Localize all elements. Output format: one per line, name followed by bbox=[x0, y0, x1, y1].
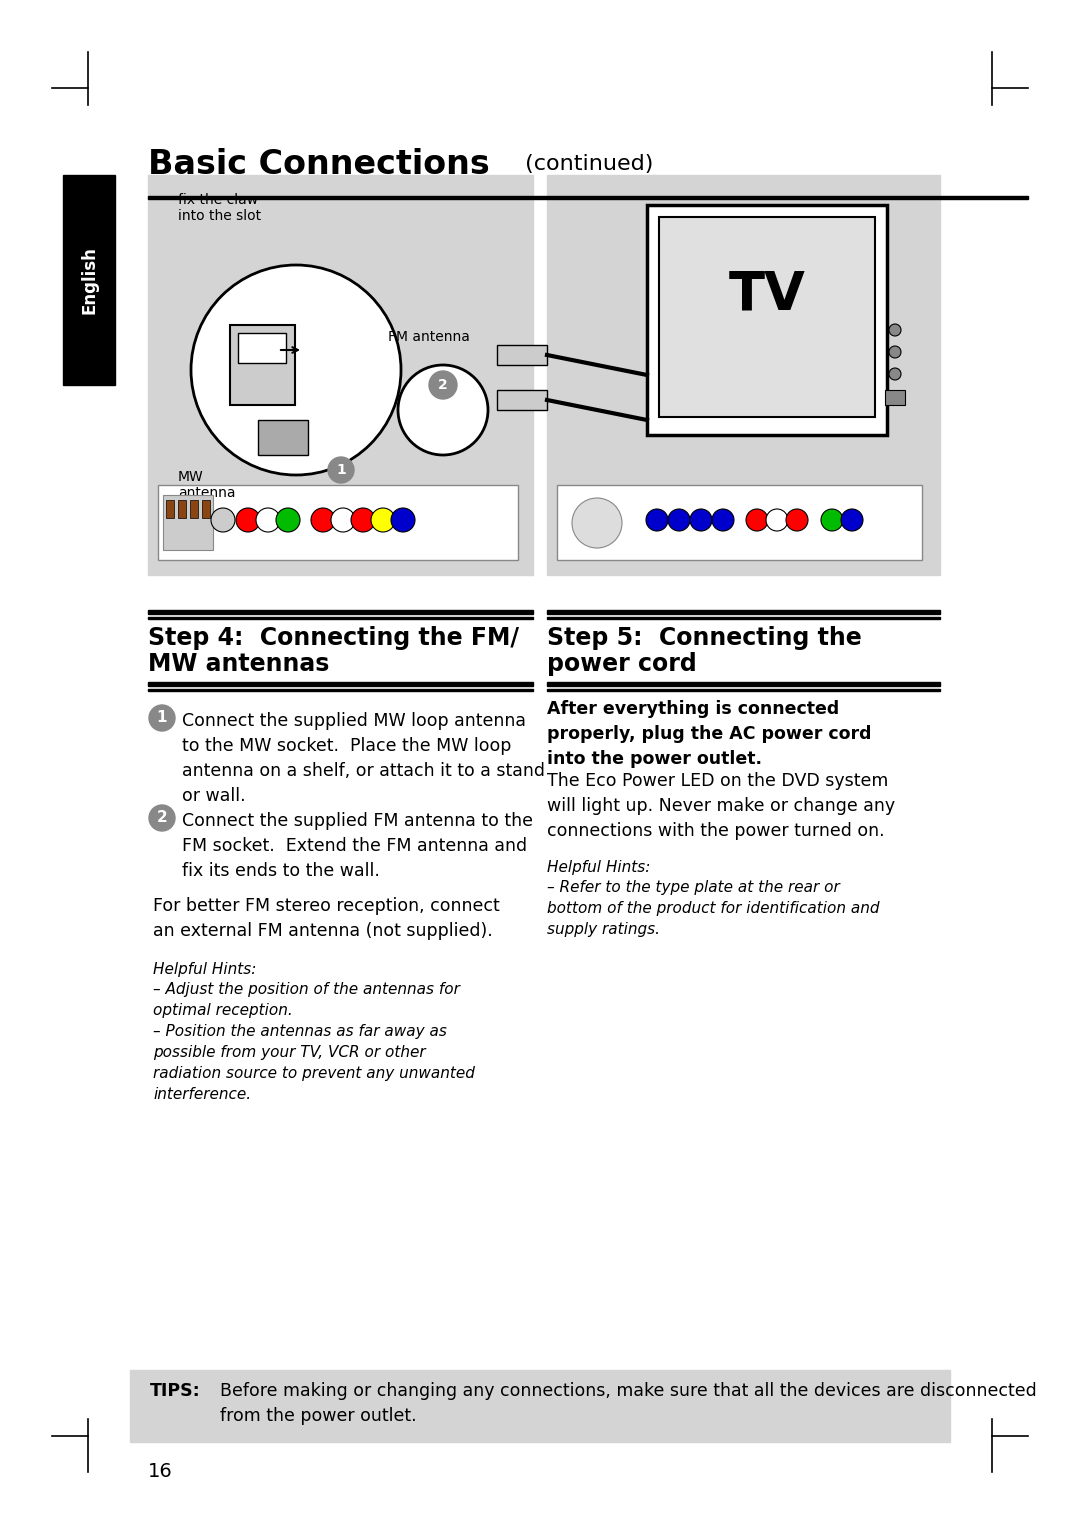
Bar bbox=[238, 334, 286, 363]
Bar bbox=[230, 325, 295, 405]
Text: Step 4:  Connecting the FM/: Step 4: Connecting the FM/ bbox=[148, 626, 519, 651]
Bar bbox=[63, 175, 114, 386]
Bar bbox=[546, 175, 940, 575]
Bar bbox=[163, 495, 213, 550]
Text: Connect the supplied MW loop antenna
to the MW socket.  Place the MW loop
antenn: Connect the supplied MW loop antenna to … bbox=[183, 712, 545, 805]
Text: – Refer to the type plate at the rear or
bottom of the product for identificatio: – Refer to the type plate at the rear or… bbox=[546, 879, 879, 937]
Text: MW antennas: MW antennas bbox=[148, 652, 329, 677]
Text: 16: 16 bbox=[148, 1462, 173, 1481]
Bar bbox=[178, 500, 186, 518]
Text: Before making or changing any connections, make sure that all the devices are di: Before making or changing any connection… bbox=[220, 1382, 1037, 1425]
Text: FM antenna: FM antenna bbox=[388, 331, 470, 344]
Bar bbox=[148, 689, 534, 690]
Circle shape bbox=[889, 325, 901, 335]
Circle shape bbox=[712, 509, 734, 530]
Bar bbox=[130, 1370, 950, 1442]
Circle shape bbox=[149, 805, 175, 831]
Bar bbox=[546, 610, 940, 614]
Circle shape bbox=[191, 265, 401, 475]
Text: The Eco Power LED on the DVD system
will light up. Never make or change any
conn: The Eco Power LED on the DVD system will… bbox=[546, 773, 895, 840]
Circle shape bbox=[351, 507, 375, 532]
Bar bbox=[546, 683, 940, 686]
Bar bbox=[166, 500, 174, 518]
Text: Basic Connections: Basic Connections bbox=[148, 148, 489, 181]
Circle shape bbox=[330, 507, 355, 532]
Text: 2: 2 bbox=[438, 378, 448, 392]
Circle shape bbox=[256, 507, 280, 532]
Circle shape bbox=[746, 509, 768, 530]
Bar bbox=[546, 689, 940, 690]
Text: For better FM stereo reception, connect
an external FM antenna (not supplied).: For better FM stereo reception, connect … bbox=[153, 898, 500, 940]
Text: Helpful Hints:: Helpful Hints: bbox=[546, 860, 650, 875]
Circle shape bbox=[328, 457, 354, 483]
Text: power cord: power cord bbox=[546, 652, 697, 677]
Circle shape bbox=[211, 507, 235, 532]
Bar bbox=[497, 390, 546, 410]
Circle shape bbox=[391, 507, 415, 532]
Bar bbox=[659, 216, 875, 418]
Text: fix the claw
into the slot: fix the claw into the slot bbox=[178, 194, 261, 223]
Text: Connect the supplied FM antenna to the
FM socket.  Extend the FM antenna and
fix: Connect the supplied FM antenna to the F… bbox=[183, 812, 534, 879]
Bar bbox=[158, 485, 518, 559]
Circle shape bbox=[237, 507, 260, 532]
Circle shape bbox=[429, 370, 457, 399]
Bar bbox=[148, 175, 534, 575]
Circle shape bbox=[669, 509, 690, 530]
Text: 2: 2 bbox=[157, 811, 167, 826]
Bar bbox=[148, 617, 534, 619]
Circle shape bbox=[889, 367, 901, 379]
Text: Helpful Hints:: Helpful Hints: bbox=[153, 962, 256, 977]
Circle shape bbox=[572, 498, 622, 549]
Bar bbox=[557, 485, 922, 559]
Text: – Adjust the position of the antennas for
optimal reception.
– Position the ante: – Adjust the position of the antennas fo… bbox=[153, 981, 475, 1102]
Bar bbox=[546, 617, 940, 619]
Circle shape bbox=[766, 509, 788, 530]
Circle shape bbox=[276, 507, 300, 532]
Circle shape bbox=[841, 509, 863, 530]
Text: TIPS:: TIPS: bbox=[150, 1382, 201, 1401]
Text: MW
antenna: MW antenna bbox=[178, 469, 235, 500]
Circle shape bbox=[311, 507, 335, 532]
Text: TV: TV bbox=[729, 270, 806, 322]
Text: (continued): (continued) bbox=[518, 154, 653, 174]
Circle shape bbox=[149, 706, 175, 732]
Bar bbox=[258, 421, 308, 456]
Circle shape bbox=[399, 366, 488, 456]
Bar bbox=[647, 206, 887, 434]
Bar bbox=[148, 683, 534, 686]
Circle shape bbox=[889, 346, 901, 358]
Circle shape bbox=[821, 509, 843, 530]
Circle shape bbox=[690, 509, 712, 530]
Text: After everything is connected
properly, plug the AC power cord
into the power ou: After everything is connected properly, … bbox=[546, 700, 872, 768]
Bar bbox=[202, 500, 210, 518]
Text: 1: 1 bbox=[336, 463, 346, 477]
Bar bbox=[148, 197, 1028, 200]
Bar bbox=[190, 500, 198, 518]
Circle shape bbox=[786, 509, 808, 530]
Text: 1: 1 bbox=[157, 710, 167, 725]
Bar bbox=[148, 610, 534, 614]
Text: English: English bbox=[80, 245, 98, 314]
Circle shape bbox=[372, 507, 395, 532]
Bar bbox=[885, 390, 905, 405]
Bar bbox=[497, 344, 546, 366]
Text: Step 5:  Connecting the: Step 5: Connecting the bbox=[546, 626, 862, 651]
Circle shape bbox=[646, 509, 669, 530]
